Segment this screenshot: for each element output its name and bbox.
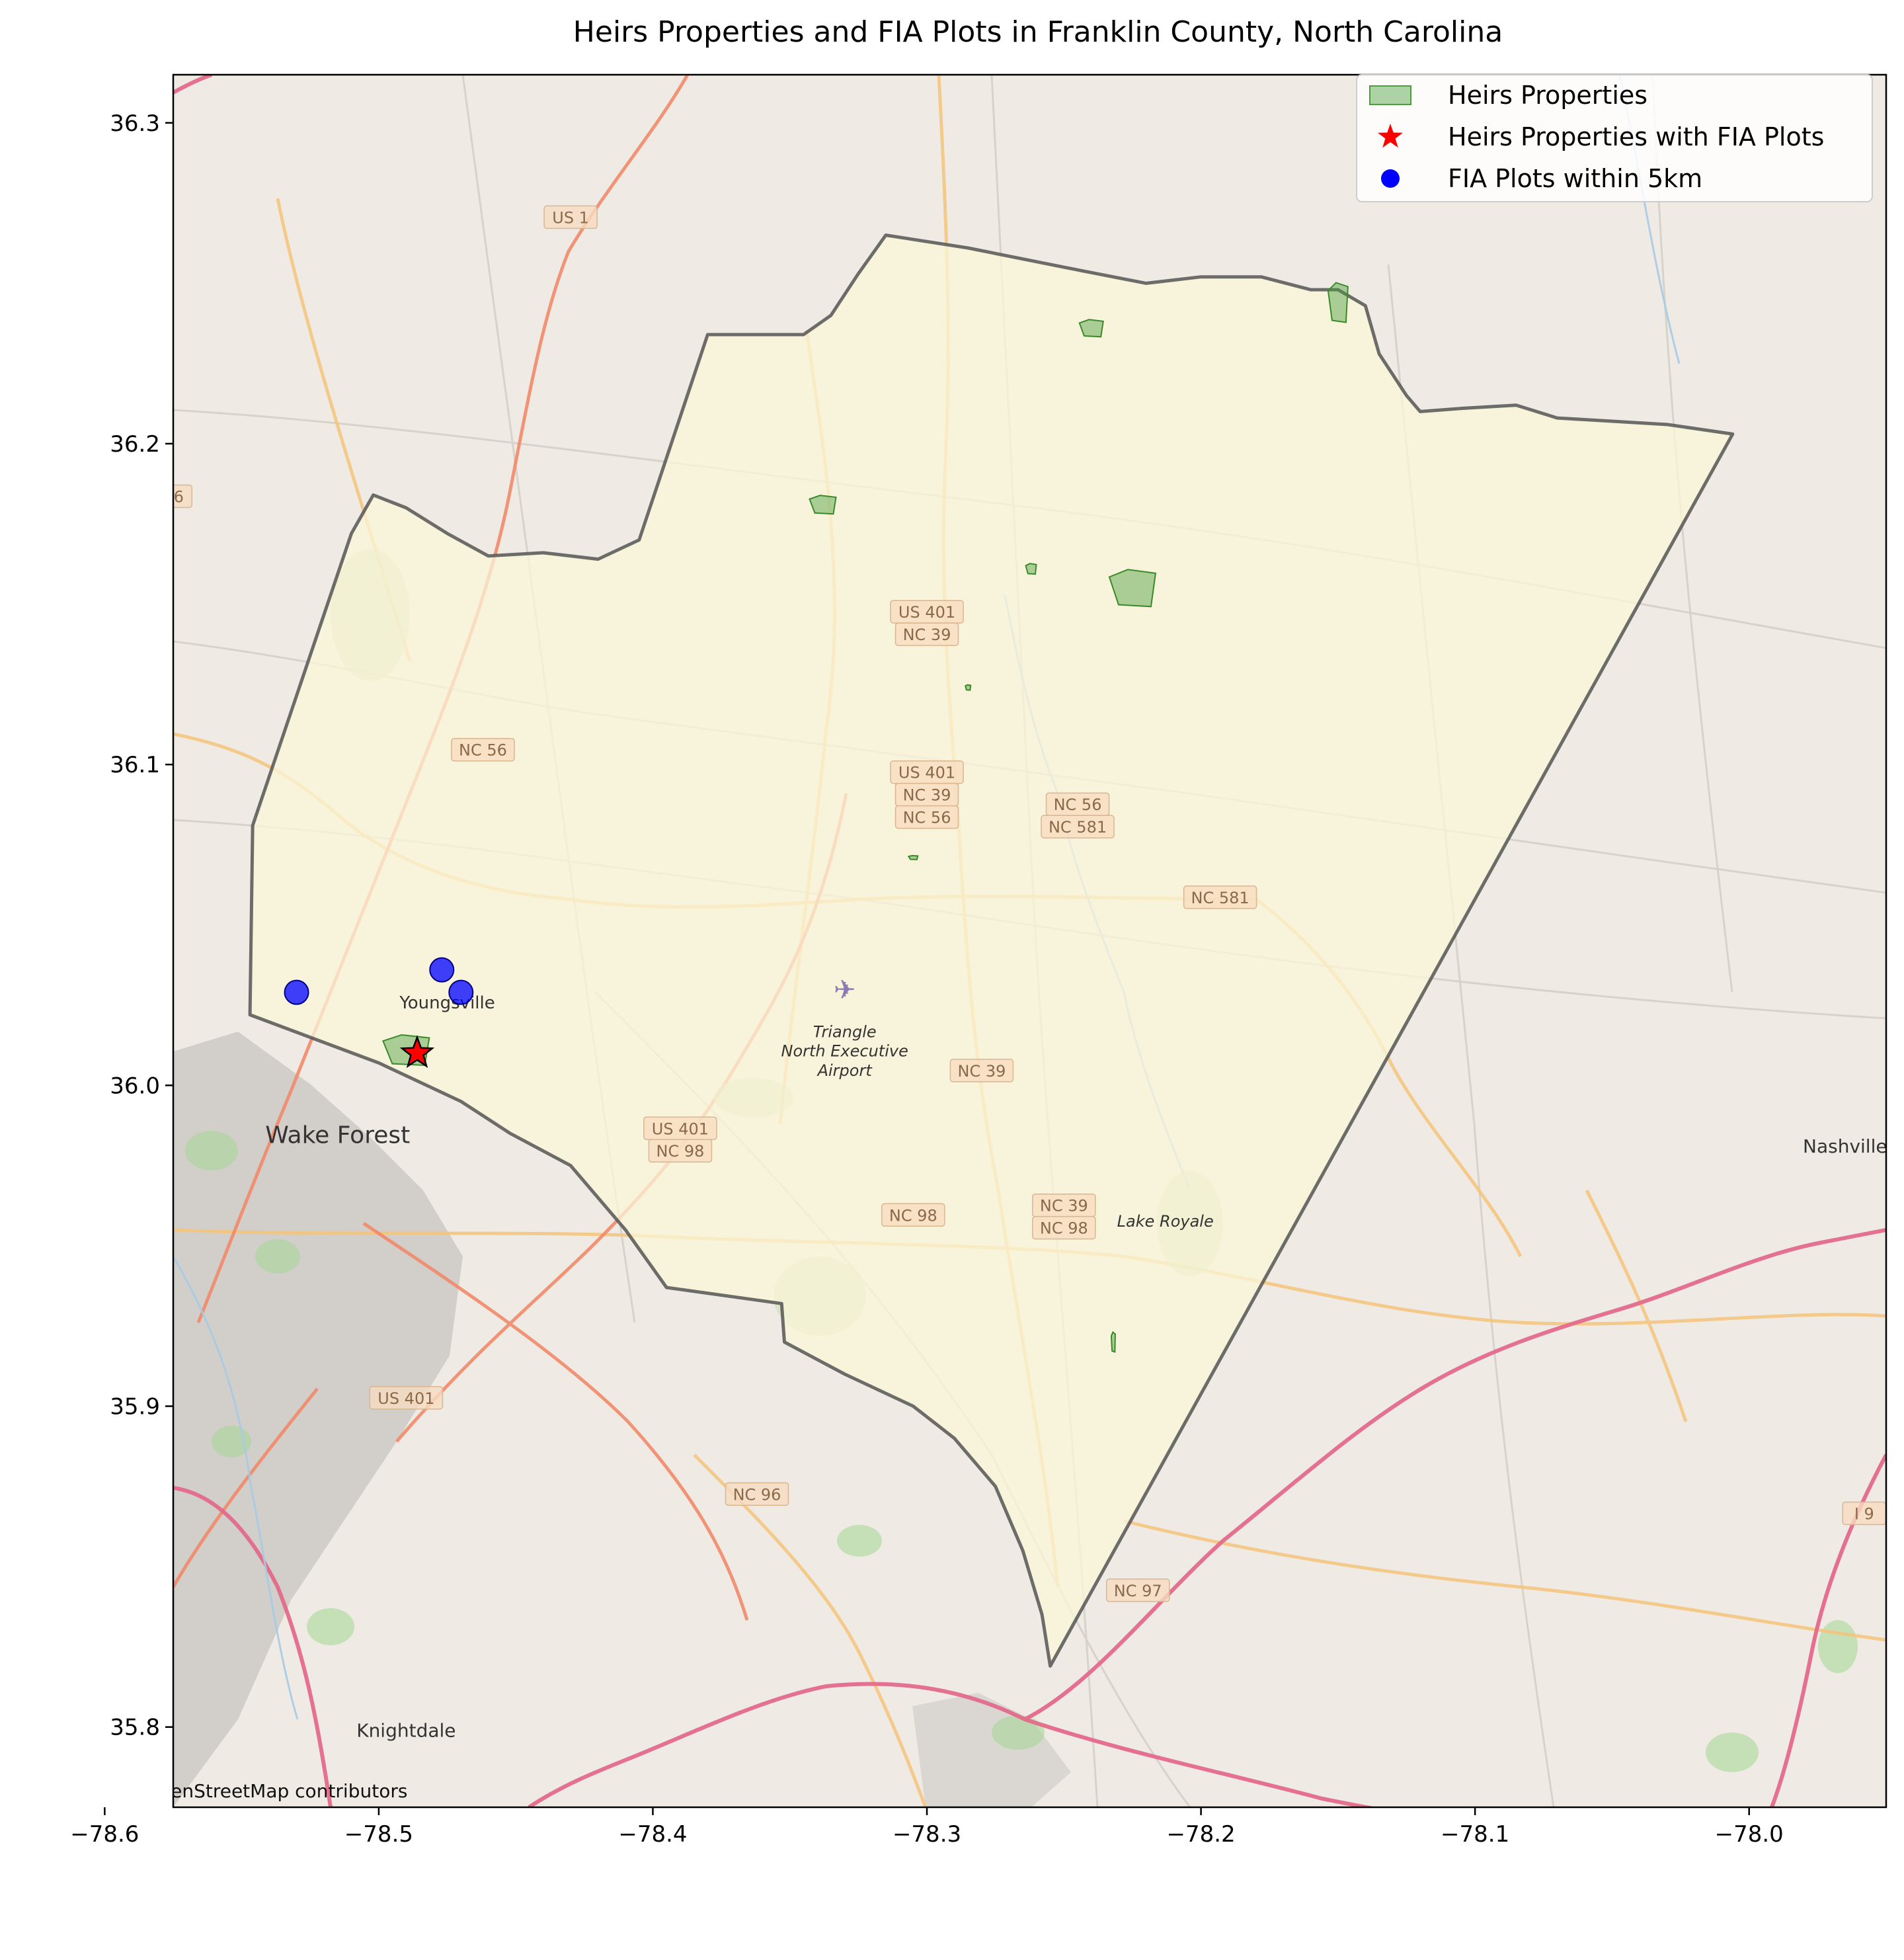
motorways [173, 75, 1886, 1807]
place-label: Triangle [813, 1023, 877, 1041]
road-label: NC 56 [459, 741, 507, 760]
heirs-property-patch [809, 495, 837, 515]
x-tick-label: −78.0 [1715, 1821, 1784, 1848]
road-label-shield [725, 1482, 789, 1506]
heirs-fia-star-marker [399, 1035, 435, 1069]
road-label-shield [369, 1386, 444, 1410]
road-label-shield [648, 1139, 713, 1163]
legend-fia-label: FIA Plots within 5km [1448, 164, 1702, 193]
road-label: NC 39 [1040, 1197, 1088, 1215]
road-label-shield [894, 805, 959, 829]
heirs-property-patch [907, 854, 919, 860]
airport-icon: ✈ [834, 975, 856, 1005]
road-label: US 401 [898, 764, 955, 782]
y-tick-label: 36.0 [110, 1073, 160, 1099]
road-label-shield [894, 622, 959, 646]
heirs-property-patch [1078, 319, 1104, 338]
heirs-properties-layer [382, 282, 1349, 1353]
heirs-property-patch [1327, 282, 1349, 323]
x-tick-label: −78.2 [1166, 1821, 1235, 1848]
road-label: NC 97 [1114, 1582, 1162, 1600]
road-label: NC 98 [889, 1206, 937, 1225]
place-label: Lake Royale [1117, 1212, 1214, 1231]
attribution-text: (C) OpenStreetMap contributors [111, 1780, 407, 1802]
heirs-property-patch [1110, 1330, 1116, 1353]
x-tick-label: −78.1 [1441, 1821, 1509, 1848]
fia-plot-marker [448, 979, 474, 1005]
road-label-shield [1183, 885, 1257, 909]
road-label-shield [949, 1059, 1014, 1082]
road-label: I 9 [1854, 1504, 1874, 1523]
road-label: NC 39 [903, 626, 951, 644]
y-tick-label: 36.1 [110, 752, 160, 778]
x-tick-label: −78.6 [70, 1821, 139, 1848]
place-label: Airport [816, 1061, 873, 1080]
legend-heirs-swatch [1369, 85, 1411, 105]
heirs-with-fia-layer [399, 1035, 435, 1069]
road-label-shield [881, 1203, 945, 1227]
x-tick-label: −78.3 [892, 1821, 961, 1848]
place-label: Youngsville [399, 993, 495, 1013]
road-label: NC 98 [1040, 1219, 1088, 1238]
place-label: Knightdale [356, 1719, 456, 1741]
road-label: NC 39 [958, 1062, 1006, 1081]
x-tick-label: −78.4 [618, 1821, 687, 1848]
road-label: 6 [174, 487, 184, 506]
road-label: NC 56 [903, 809, 951, 827]
y-tick-label: 36.3 [110, 110, 160, 137]
x-axis-ticks: −78.6 −78.5 −78.4 −78.3 −78.2 −78.1 −78.0 [70, 1807, 1784, 1848]
road-label: NC 39 [903, 786, 951, 805]
heirs-property-patch [965, 684, 972, 691]
y-axis-ticks: 35.8 35.9 36.0 36.1 36.2 36.3 [110, 110, 173, 1741]
axes-frame [172, 73, 1887, 1809]
road-label-shield [543, 205, 598, 229]
road-label: NC 581 [1049, 818, 1107, 837]
road-label: NC 56 [1054, 796, 1102, 814]
place-label: North Executive [781, 1042, 908, 1061]
place-label: Wake Forest [265, 1122, 410, 1149]
map-title: Heirs Properties and FIA Plots in Frankl… [573, 15, 1503, 49]
road-label: US 401 [377, 1389, 434, 1408]
fia-plot-marker [284, 979, 309, 1005]
x-tick-label: −78.5 [344, 1821, 413, 1848]
road-label-shield [1041, 815, 1115, 838]
legend-box [1356, 74, 1873, 202]
heirs-property-patch [1025, 563, 1037, 575]
county-boundary [248, 233, 1735, 1668]
legend: Heirs Properties Heirs Properties with F… [1356, 74, 1873, 202]
fia-plot-marker [429, 957, 455, 983]
y-tick-label: 35.8 [110, 1715, 160, 1741]
road-label: US 1 [552, 208, 589, 227]
map-plot-area: US 1 NC 56 US 401 NC 39 US 401 NC 39 NC 56 NC 5… [111, 75, 1887, 1807]
road-label-layer: US 1 NC 56 US 401 NC 39 US 401 NC 39 NC 56 NC 5… [173, 205, 1886, 1602]
heirs-property-patch [1108, 569, 1157, 608]
road-label-shield [1032, 1215, 1096, 1240]
legend-star-marker [1378, 124, 1403, 148]
road-label: US 401 [898, 603, 955, 622]
y-tick-label: 36.2 [110, 431, 160, 458]
road-label: NC 96 [733, 1485, 781, 1504]
fia-plots-layer [284, 957, 474, 1005]
road-label: US 401 [652, 1120, 709, 1138]
road-label-shield [451, 737, 515, 762]
legend-heirs-label: Heirs Properties [1448, 81, 1647, 110]
road-label-shield [1106, 1578, 1170, 1602]
legend-fia-marker [1381, 169, 1400, 188]
road-label: NC 581 [1191, 889, 1250, 907]
place-label: Nashville [1803, 1135, 1887, 1157]
road-label: NC 98 [656, 1142, 704, 1161]
legend-heirs-fia-label: Heirs Properties with FIA Plots [1448, 122, 1824, 151]
road-label-shield [173, 484, 193, 509]
y-tick-label: 35.9 [110, 1394, 160, 1420]
